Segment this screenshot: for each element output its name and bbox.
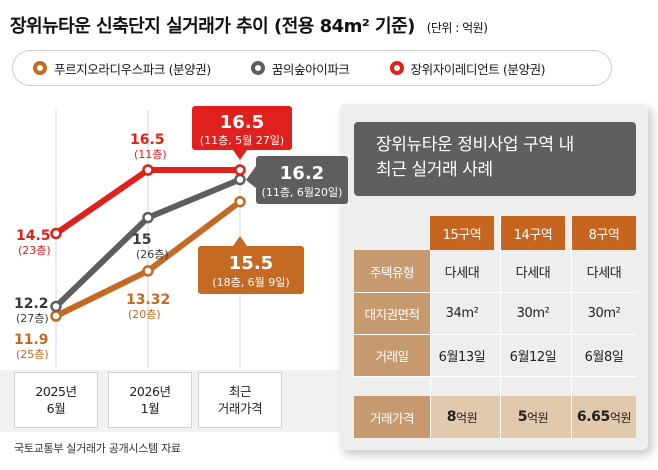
x-tick-line: 6월 — [46, 401, 66, 416]
callout-value-gray: 16.2 — [280, 163, 324, 184]
page-title: 장위뉴타운 신축단지 실거래가 추이 (전용 84m² 기준) (단위 : 억원… — [10, 12, 488, 38]
data-label-red: 16.5 — [130, 132, 165, 148]
data-label-orange: 11.9 — [14, 332, 49, 348]
data-sublabel-orange: (20층) — [128, 308, 161, 321]
data-point-red — [142, 164, 154, 176]
row-header-price: 거래가격 — [354, 396, 430, 438]
table-cell: 다세대 — [444, 265, 480, 281]
data-label-orange: 13.32 — [126, 292, 170, 308]
callout-sublabel-orange: (18층, 6월 9일) — [212, 275, 289, 289]
callout-pointer-orange — [233, 236, 247, 246]
panel-title-line1: 장위뉴타운 정비사업 구역 내 — [376, 135, 574, 155]
chart-legend: 푸르지오라디우스파크 (분양권) 꿈의숲아이파크 장위자이레디언트 (분양권) — [12, 50, 612, 86]
legend-item-red: 장위자이레디언트 (분양권) — [389, 59, 546, 78]
price-unit: 억원 — [609, 410, 632, 425]
price-value: 8 — [446, 409, 457, 425]
table-divider — [354, 376, 636, 377]
data-point-orange — [142, 265, 154, 277]
callout-pointer-gray — [246, 166, 256, 188]
table-cell: 30m² — [587, 305, 621, 321]
x-tick-line: 2026년 — [129, 384, 171, 399]
price-cell-8: 6.65 억원 — [572, 396, 636, 438]
table-divider — [354, 334, 636, 335]
table-cell: 6월12일 — [509, 349, 557, 365]
data-sublabel-orange: (25층) — [16, 348, 49, 361]
table-divider — [500, 216, 501, 438]
x-tick-line: 1월 — [140, 401, 160, 416]
table-cell: 6월8일 — [584, 349, 624, 365]
table-cell: 30m² — [516, 305, 550, 321]
table-cell: 다세대 — [586, 265, 622, 281]
legend-label-orange: 푸르지오라디우스파크 (분양권) — [54, 61, 211, 77]
x-tick-line: 2025년 — [35, 384, 77, 399]
row-header-area: 대지권면적 — [354, 292, 430, 334]
callout-pointer-red — [233, 150, 247, 160]
x-tick-line: 최근 — [228, 384, 252, 399]
price-cell-15: 8 억원 — [430, 396, 494, 438]
data-point-red — [50, 227, 62, 240]
table-cell: 다세대 — [515, 265, 551, 281]
row-header-type: 주택유형 — [354, 250, 430, 292]
legend-label-red: 장위자이레디언트 (분양권) — [410, 61, 546, 77]
callout-sublabel-gray: (11층, 6월20일) — [262, 185, 343, 199]
price-cell-14: 5 억원 — [501, 396, 565, 438]
callout-box-gray — [256, 156, 348, 204]
panel-title: 장위뉴타운 정비사업 구역 내 최근 실거래 사례 — [354, 122, 636, 196]
table-divider — [354, 292, 636, 293]
x-tick-recent: 최근 거래가격 — [198, 372, 282, 428]
unit-label: (단위 : 억원) — [426, 21, 488, 35]
price-value: 6.65 — [576, 409, 610, 425]
callout-box-red — [192, 106, 292, 150]
data-sublabel-red: (11층) — [134, 148, 167, 161]
column-header-8: 8구역 — [572, 216, 636, 250]
x-tick-line: 거래가격 — [217, 401, 263, 416]
data-label-gray: 15 — [132, 232, 151, 248]
legend-item-gray: 꿈의숲아이파크 — [250, 59, 350, 78]
x-tick-2025-6: 2025년 6월 — [14, 372, 98, 428]
recent-deals-panel: 장위뉴타운 정비사업 구역 내 최근 실거래 사례 15구역 14구역 8구역 … — [340, 104, 648, 450]
price-unit: 억원 — [456, 410, 478, 425]
row-header-date: 거래일 — [354, 334, 430, 376]
title-main: 장위뉴타운 신축단지 실거래가 추이 — [10, 16, 269, 37]
data-point-red — [234, 164, 246, 176]
data-point-orange — [50, 310, 62, 322]
legend-marker-gray — [250, 61, 265, 75]
title-paren: (전용 84m² 기준) — [273, 16, 415, 37]
column-header-15: 15구역 — [430, 216, 494, 250]
data-point-orange — [234, 195, 246, 208]
x-tick-2026-1: 2026년 1월 — [108, 372, 192, 428]
data-label-gray: 12.2 — [14, 296, 49, 312]
table-cell: 6월13일 — [438, 349, 486, 365]
panel-title-line2: 최근 실거래 사례 — [376, 160, 493, 180]
data-sublabel-gray: (27층) — [16, 312, 49, 325]
legend-item-orange: 푸르지오라디우스파크 (분양권) — [33, 59, 211, 78]
data-label-red: 14.5 — [16, 228, 51, 244]
data-point-gray — [142, 211, 154, 224]
price-value: 5 — [517, 409, 528, 425]
legend-marker-orange — [33, 61, 47, 75]
legend-label-gray: 꿈의숲아이파크 — [271, 61, 350, 77]
data-point-gray — [50, 300, 62, 313]
data-sublabel-red: (23층) — [18, 244, 51, 257]
source-note: 국토교통부 실거래가 공개시스템 자료 — [14, 442, 181, 455]
table-divider — [571, 216, 572, 438]
callout-box-orange — [198, 246, 304, 294]
column-header-14: 14구역 — [501, 216, 565, 250]
price-unit: 억원 — [527, 410, 549, 425]
table-divider — [430, 250, 431, 438]
legend-marker-red — [389, 61, 404, 75]
callout-sublabel-red: (11층, 5월 27일) — [200, 133, 284, 147]
table-cell: 34m² — [445, 305, 479, 321]
data-point-gray — [234, 173, 246, 186]
data-sublabel-gray: (26층) — [136, 248, 169, 261]
callout-value-red: 16.5 — [220, 112, 264, 133]
callout-value-orange: 15.5 — [229, 253, 273, 274]
